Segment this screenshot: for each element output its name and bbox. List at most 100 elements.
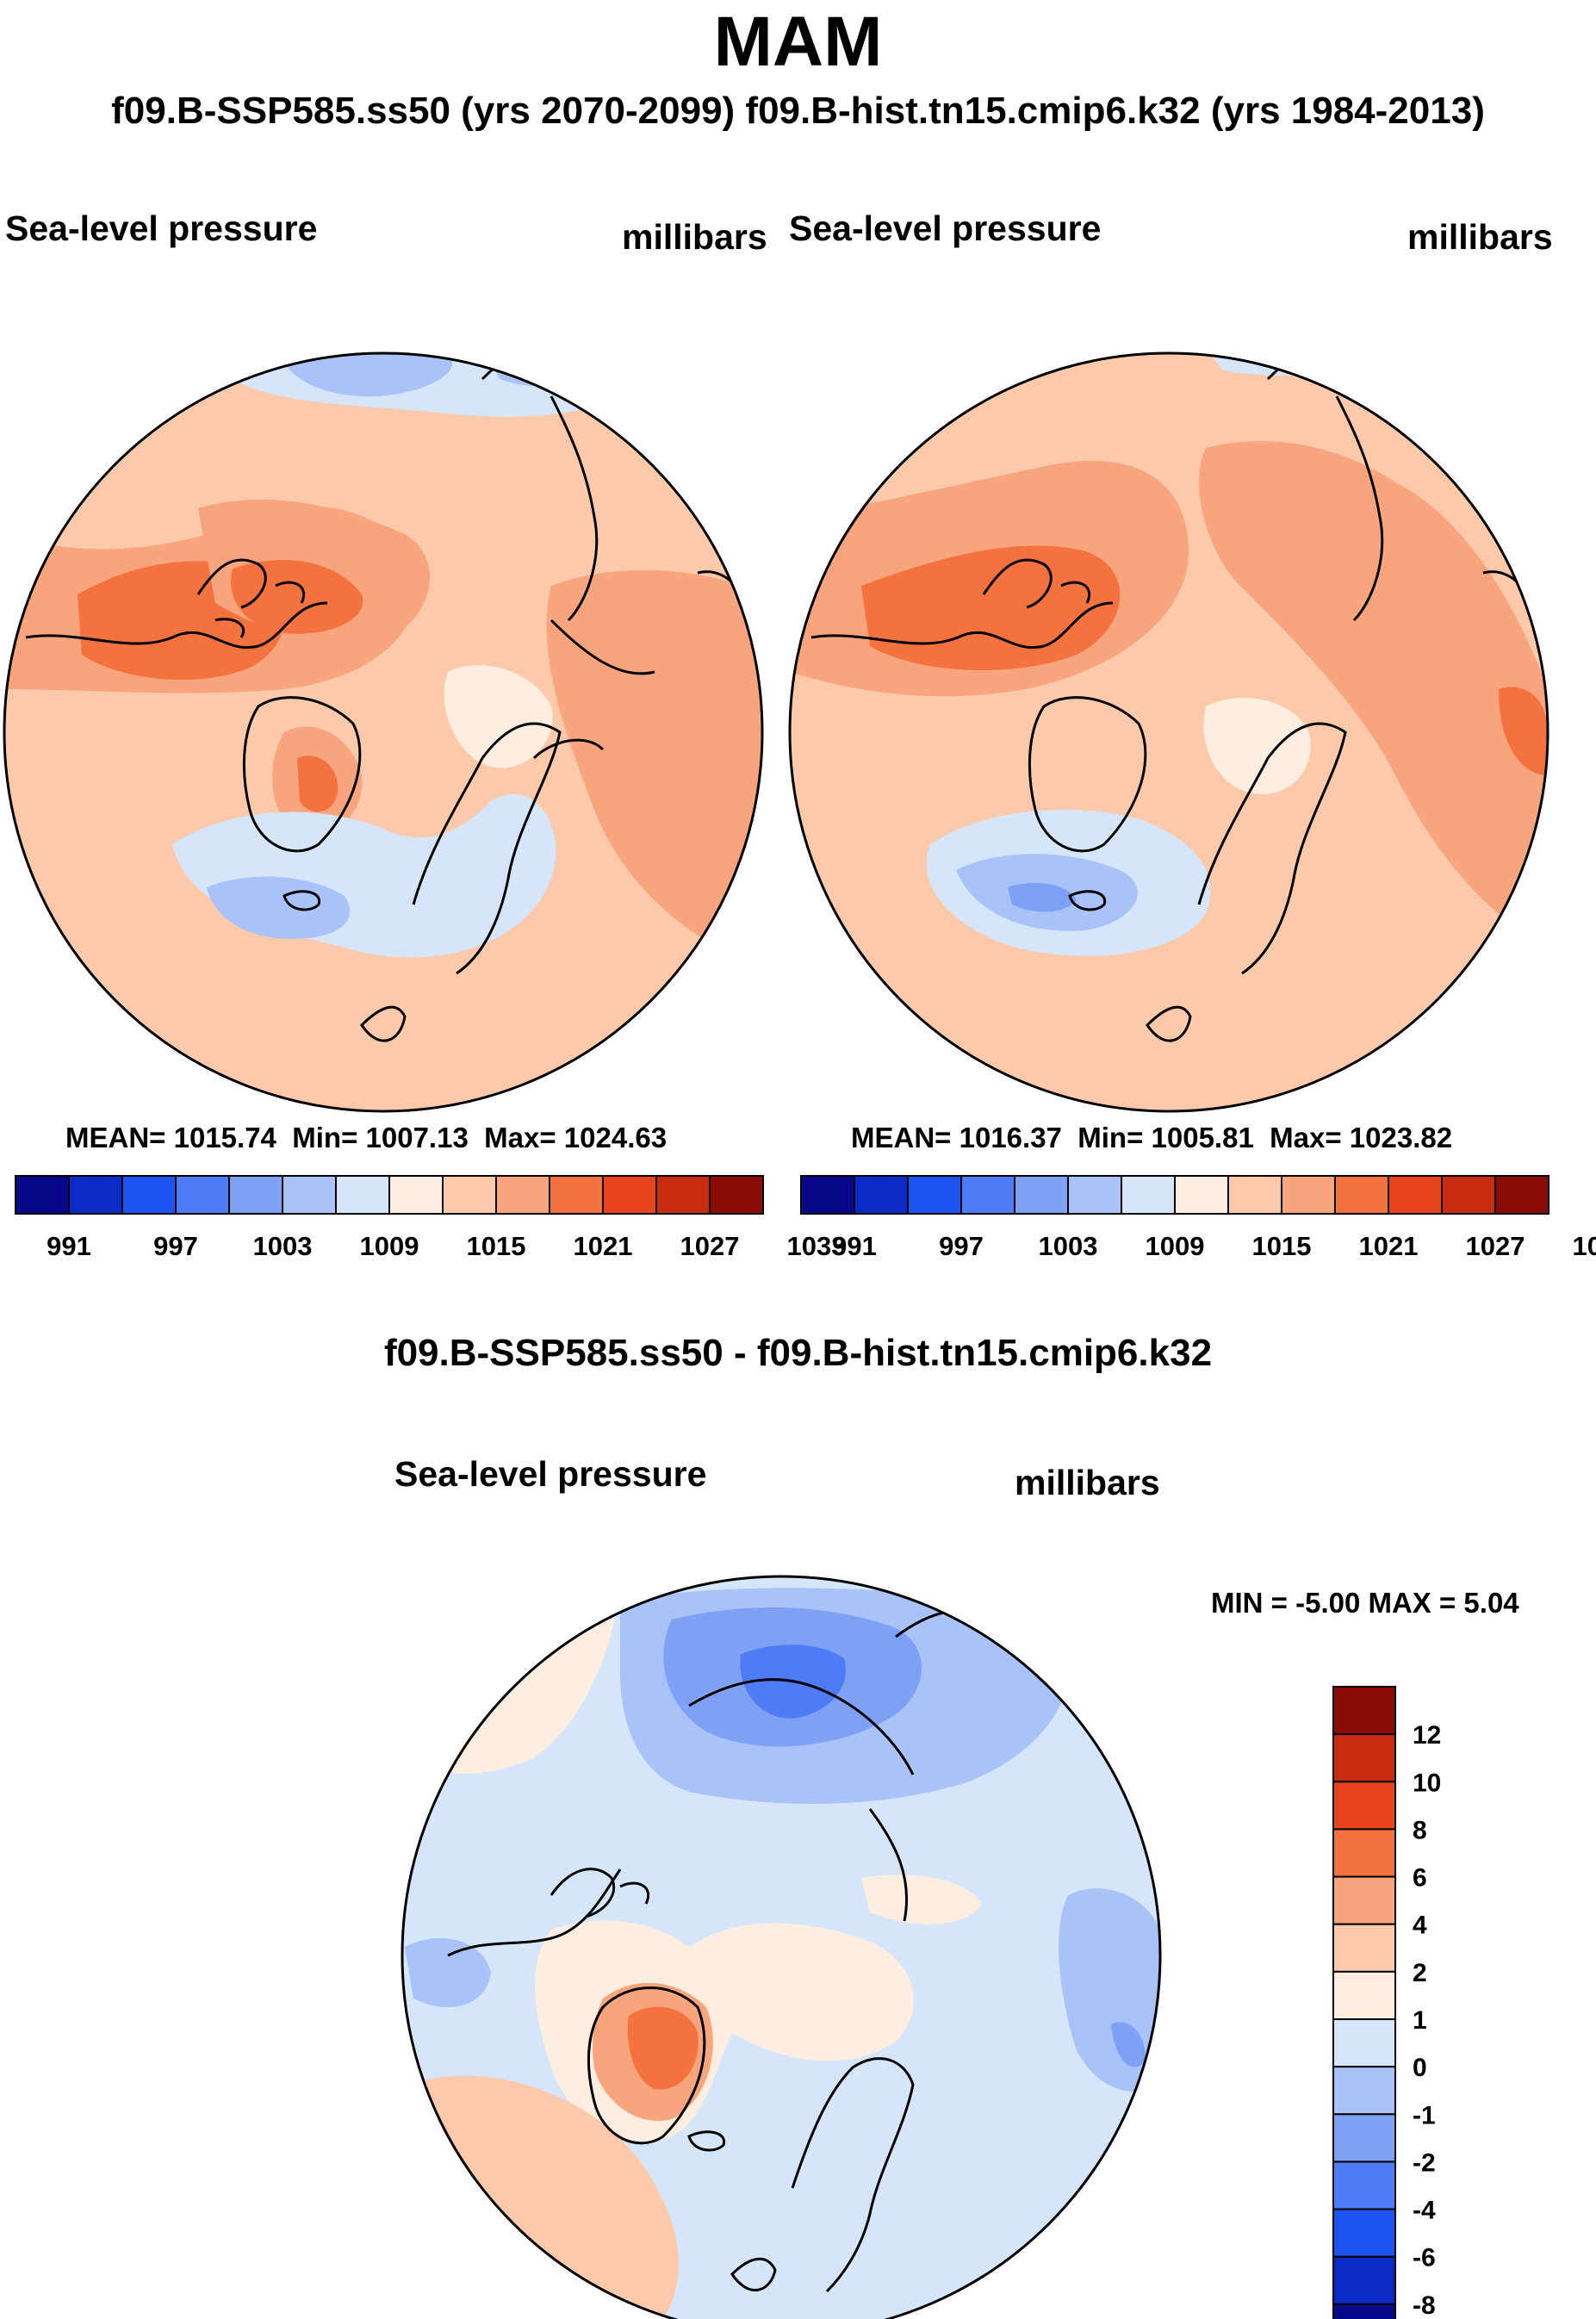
- panel2-map-border: [788, 351, 1549, 1113]
- panel2-icelandic-low-center: [1008, 883, 1077, 912]
- panel2-coast-canada: [810, 601, 1114, 650]
- diff-colorbar-box: [1332, 1733, 1396, 1783]
- panel1-map-border: [3, 351, 764, 1113]
- panel2-region-siberia-max: [1499, 687, 1548, 775]
- panel1-colorbar-tick-label: 997: [153, 1231, 198, 1261]
- diff-coast-greenland: [587, 1986, 706, 2145]
- panel2-colorbar-box: [1121, 1175, 1176, 1215]
- diff-colorbar-box: [1332, 2255, 1396, 2305]
- diff-region-canada-negative: [405, 1938, 491, 2007]
- panel2-colorbar: 991 997 1003 1009 1015 1021 1027 1033: [800, 1175, 1596, 1261]
- panel1-greenland-max: [297, 755, 338, 812]
- panel1-colorbar-box: [68, 1175, 123, 1215]
- panel1-colorbar-box: [655, 1175, 711, 1215]
- panel2-colorbar-box: [907, 1175, 962, 1215]
- diff-colorbar-tick-label: -8: [1413, 2291, 1436, 2319]
- panel2-units-label: millibars: [1407, 217, 1553, 257]
- panel2-variable-label: Sea-level pressure: [789, 208, 1102, 248]
- panel1-variable-label: Sea-level pressure: [5, 208, 318, 248]
- panel1-units-label: millibars: [622, 217, 767, 257]
- diff-colorbar-box: [1332, 2208, 1396, 2258]
- panel2-mean-value: 1016.37: [959, 1122, 1062, 1153]
- panel1-colorbar-box: [175, 1175, 230, 1215]
- panel2-colorbar-tick-label: 1027: [1466, 1231, 1525, 1261]
- panel1-colorbar-tick-label: 1027: [680, 1231, 740, 1261]
- diff-colorbar-box: [1332, 2160, 1396, 2210]
- diff-colorbar-box: [1332, 2066, 1396, 2116]
- panel1-colorbar-box: [388, 1175, 444, 1215]
- panel2-colorbar-tick-label: 991: [832, 1231, 877, 1261]
- panel1-coast-scandinavia: [412, 722, 562, 975]
- panel2-colorbar-box: [1334, 1175, 1389, 1215]
- panel1-colorbar-box: [549, 1175, 604, 1215]
- panel1-colorbar-box: [15, 1175, 70, 1215]
- panel1-min-label: Min=: [292, 1122, 358, 1153]
- panel1-mean-label: MEAN=: [65, 1122, 166, 1153]
- diff-colorbar-box: [1332, 1828, 1396, 1878]
- panel2-colorbar-box: [854, 1175, 909, 1215]
- diff-region-siberia-negative-core: [1111, 2022, 1146, 2067]
- panel1-region-max: [231, 560, 363, 634]
- diff-coast-britain: [730, 2257, 777, 2291]
- panel2-region-arctic-ocean: [1203, 698, 1311, 794]
- diff-minmax-text: MIN = -5.00 MAX = 5.04: [1211, 1587, 1519, 1619]
- panel2-colorbar-tick-label: 997: [939, 1231, 984, 1261]
- panel1-coast-greenland: [242, 696, 362, 853]
- panel1-max-value: 1024.63: [563, 1122, 668, 1153]
- figure-title: MAM: [713, 3, 883, 81]
- panel1-coastlines: [25, 353, 742, 1042]
- diff-colorbar-box: [1332, 1970, 1396, 2021]
- diff-colorbar-tick-label: -2: [1413, 2148, 1436, 2177]
- panel2-coast-iceland: [1068, 890, 1107, 911]
- panel2-stats: MEAN= 1016.37 Min= 1005.81 Max= 1023.82: [851, 1122, 1452, 1154]
- panel2-max-label: Max=: [1270, 1122, 1342, 1153]
- panel2-colorbar-tick-label: 1009: [1146, 1231, 1205, 1261]
- panel1-min-value: 1007.13: [365, 1122, 469, 1153]
- panel1-colorbar-tick-label: 1003: [253, 1231, 313, 1261]
- panel1-colorbar: 991 997 1003 1009 1015 1021 1027 1033: [15, 1175, 846, 1261]
- panel1-colorbar-tick-label: 1009: [360, 1231, 419, 1261]
- figure-subtitle: f09.B-SSP585.ss50 (yrs 2070-2099) f09.B-…: [111, 90, 1485, 132]
- panel2-colorbar-box: [1014, 1175, 1069, 1215]
- panel2-map: [790, 353, 1548, 1111]
- diff-colorbar-tick-label: 6: [1413, 1864, 1427, 1893]
- panel2-coast-britain: [1146, 1005, 1192, 1042]
- diff-coast-canada: [447, 1868, 622, 1957]
- diff-coast-archipelago: [550, 1868, 650, 1918]
- panel1-coast-iceland: [283, 890, 321, 911]
- panel2-min-label: Min=: [1077, 1122, 1144, 1153]
- diff-colorbar-box: [1332, 1923, 1396, 1973]
- panel1-mean-value: 1015.74: [173, 1122, 276, 1153]
- panel1-stats: MEAN= 1015.74 Min= 1007.13 Max= 1024.63: [65, 1122, 667, 1154]
- panel1-max-label: Max=: [484, 1122, 556, 1153]
- panel1-colorbar-box: [442, 1175, 497, 1215]
- panel1-coast-siberia: [532, 619, 655, 760]
- panel1-colorbar-box: [495, 1175, 550, 1215]
- panel1-coast-canada: [25, 601, 328, 650]
- panel2-colorbar-box: [1388, 1175, 1443, 1215]
- panel2-colorbar-box: [1494, 1175, 1549, 1215]
- panel2-colorbar-box: [1067, 1175, 1122, 1215]
- diff-colorbar-box: [1332, 1781, 1396, 1831]
- diff-colorbar-box: [1332, 1686, 1396, 1736]
- diff-variable-label: Sea-level pressure: [394, 1454, 707, 1494]
- diff-colorbar-tick-label: 4: [1413, 1912, 1427, 1940]
- panel1-colorbar-box: [335, 1175, 390, 1215]
- panel1-colorbar-box: [602, 1175, 657, 1215]
- panel1-coast-britain: [360, 1005, 407, 1042]
- panel1-colorbar-box: [282, 1175, 337, 1215]
- difference-title: f09.B-SSP585.ss50 - f09.B-hist.tn15.cmip…: [383, 1332, 1213, 1374]
- diff-colorbar-tick-label: 1: [1413, 2006, 1427, 2035]
- panel1-colorbar-box: [228, 1175, 283, 1215]
- panel2-colorbar-box: [800, 1175, 855, 1215]
- diff-colorbar-tick-label: -6: [1413, 2244, 1436, 2272]
- diff-colorbar-tick-label: -1: [1413, 2101, 1436, 2129]
- panel2-region-siberia: [1199, 441, 1548, 948]
- diff-coast-siberia-arctic: [868, 1808, 909, 1922]
- diff-coast-iceland: [687, 2130, 726, 2152]
- panel2-colorbar-box: [1174, 1175, 1229, 1215]
- panel2-max-value: 1023.82: [1349, 1122, 1453, 1153]
- panel1-region-siberia: [546, 569, 762, 965]
- panel2-coast-archipelago: [982, 558, 1091, 609]
